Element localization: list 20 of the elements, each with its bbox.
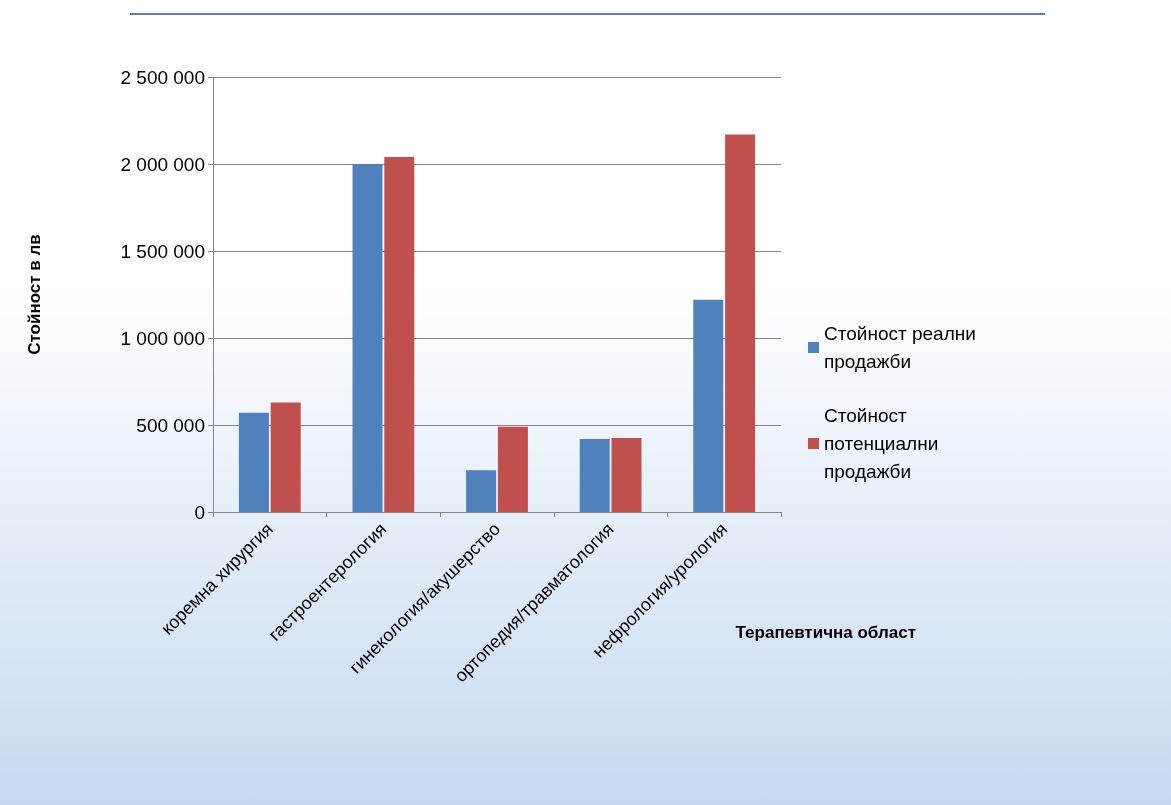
y-tick-label: 1 500 000 bbox=[120, 240, 205, 262]
y-tick-label: 0 bbox=[194, 501, 205, 523]
legend-label: Стойност реални продажби bbox=[824, 323, 982, 372]
y-axis-title: Стойност в лв bbox=[25, 234, 44, 355]
x-axis-title: Терапевтична област bbox=[735, 622, 916, 642]
bar bbox=[611, 438, 642, 512]
bar bbox=[384, 157, 415, 512]
y-tick-label: 2 500 000 bbox=[120, 66, 205, 88]
y-tick-label: 1 000 000 bbox=[120, 327, 205, 349]
y-tick-label: 2 000 000 bbox=[120, 153, 205, 175]
legend-label: Стойност потенциални продажби bbox=[824, 405, 944, 482]
bar bbox=[352, 164, 383, 512]
bar bbox=[579, 438, 610, 512]
bar bbox=[270, 402, 301, 512]
y-tick-label: 500 000 bbox=[136, 414, 205, 436]
bar bbox=[238, 412, 269, 512]
bar bbox=[693, 299, 724, 512]
bar bbox=[725, 134, 756, 512]
bar bbox=[497, 426, 528, 512]
bar bbox=[466, 470, 497, 512]
